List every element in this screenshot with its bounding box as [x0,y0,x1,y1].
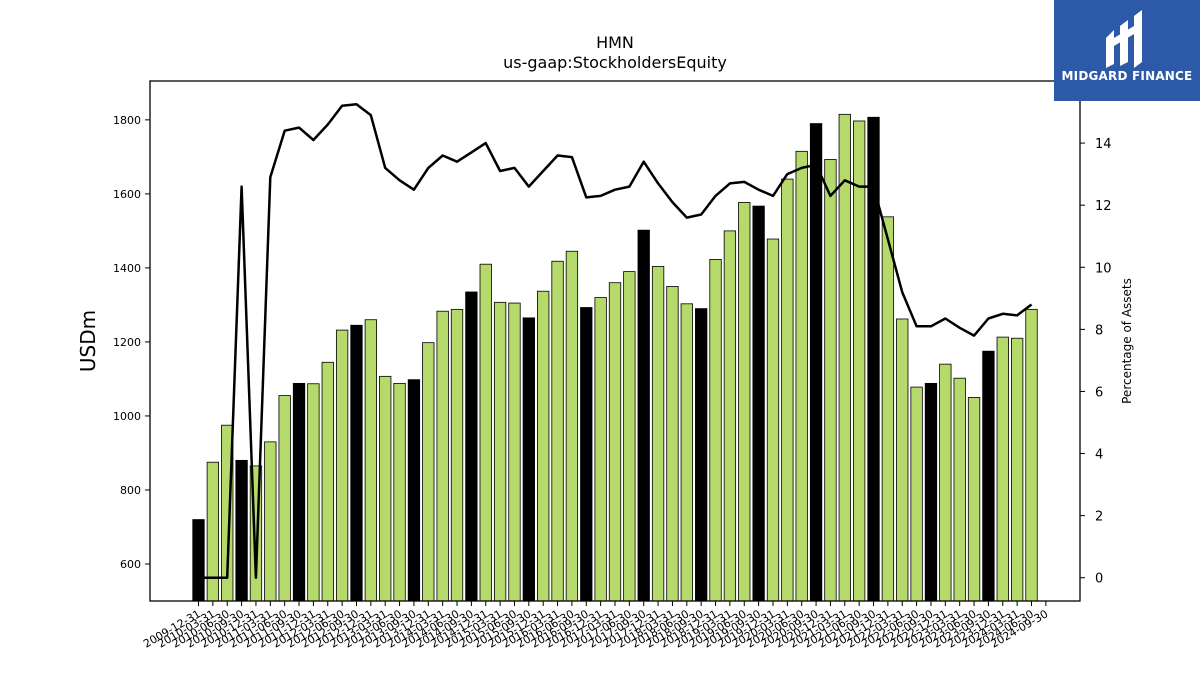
bar [738,201,751,602]
bar [235,459,248,602]
bar [450,308,464,602]
bar [666,286,679,602]
bar [996,336,1009,602]
bar [953,377,966,602]
y2-tick-label: 4 [1095,448,1103,463]
bar [680,303,693,602]
bar [278,395,291,602]
bar [537,290,550,602]
bar [350,324,363,602]
bar [393,382,406,602]
bar [580,307,593,602]
bar [896,318,909,602]
bar [709,258,722,602]
brand-logo: MIDGARD FINANCE [1054,0,1200,101]
bar [192,519,205,602]
bar [594,297,607,602]
bar [637,229,650,602]
axes-group: 6008001000120014001600180002468101214200… [113,80,1112,651]
y-tick-label: 800 [120,484,141,497]
brand-name: MIDGARD FINANCE [1061,69,1193,83]
bar [651,266,665,602]
midgard-logo-icon [1106,10,1142,68]
y2-tick-label: 2 [1095,510,1103,525]
bar [465,291,478,602]
y2-tick-label: 14 [1095,137,1112,152]
bar [623,271,636,602]
bar [967,397,981,602]
bar [436,310,449,602]
y-tick-label: 600 [120,558,141,571]
y-tick-label: 1800 [113,114,141,127]
bar [422,342,435,602]
chart-subtitle: us-gaap:StockholdersEquity [503,53,727,72]
bar [522,317,535,602]
bar [752,205,765,602]
bar [766,238,780,602]
bar [1010,337,1024,602]
bar [206,461,220,602]
bar [551,260,564,602]
y2-tick-label: 6 [1095,385,1103,400]
bar [493,301,507,602]
y-tick-label: 1400 [113,262,141,275]
y-tick-label: 1200 [113,336,141,349]
bar [809,123,823,602]
bar [364,319,377,602]
bar [565,250,579,602]
bar [795,150,808,602]
y2-tick-label: 0 [1095,572,1103,587]
bar [695,308,708,602]
bar [379,375,392,602]
y-axis-label: USDm [76,310,100,372]
bar [824,159,837,602]
bar [881,216,895,602]
chart-title: HMN [596,33,634,52]
bar [924,382,938,602]
bar [292,382,306,602]
bar [982,350,995,602]
percentage-line [198,103,1033,579]
bars-group [192,103,1038,602]
bar [939,363,952,602]
y-tick-label: 1600 [113,188,141,201]
bar [910,386,923,602]
y2-tick-label: 8 [1095,323,1103,338]
y2-tick-label: 10 [1095,261,1112,276]
bar [407,379,421,602]
bar [508,302,521,602]
bar [335,329,349,602]
y2-tick-label: 12 [1095,199,1112,214]
bar [608,282,622,602]
bar [1025,308,1038,602]
y2-axis-label: Percentage of Assets [1120,278,1134,404]
bar [723,230,737,602]
bar [781,178,794,602]
bar [307,383,320,602]
bar [321,361,334,602]
y-tick-label: 1000 [113,410,141,423]
bar [853,120,866,602]
bar [479,263,492,602]
bar [264,441,277,602]
bar [838,113,851,602]
